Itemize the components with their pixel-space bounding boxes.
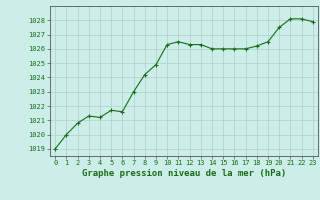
X-axis label: Graphe pression niveau de la mer (hPa): Graphe pression niveau de la mer (hPa) <box>82 169 286 178</box>
